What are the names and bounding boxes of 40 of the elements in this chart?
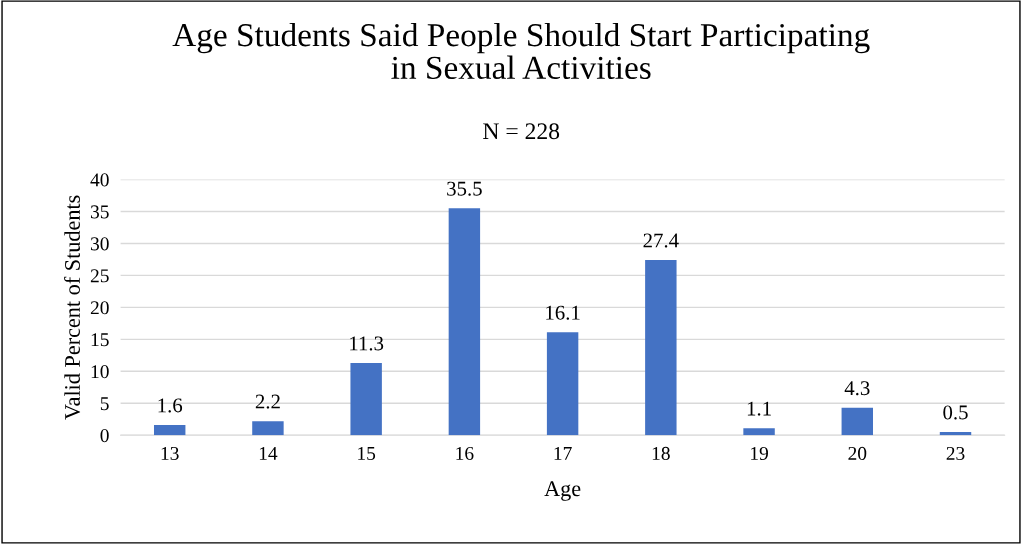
bar [939, 432, 972, 436]
bar [350, 362, 382, 436]
bar [252, 421, 284, 436]
x-tick-label: 20 [848, 446, 867, 460]
x-axis-title: Age [544, 481, 581, 501]
y-tick-label: 20 [90, 301, 109, 315]
data-label: 0.5 [943, 405, 968, 420]
y-tick-label: 25 [90, 269, 109, 283]
chart-title: Age Students Said People Should Start Participating in Sexual Activities [172, 22, 870, 80]
x-tick-label: 14 [259, 446, 278, 460]
x-tick-label: 23 [946, 446, 965, 460]
y-tick-label: 5 [100, 397, 109, 411]
y-axis-title: Valid Percent of Students [64, 195, 81, 420]
data-label: 2.2 [255, 394, 280, 409]
x-tick-label: 16 [456, 446, 474, 460]
y-tick-label: 10 [91, 365, 109, 379]
data-label: 1.6 [158, 398, 183, 413]
data-label: 4.3 [844, 381, 870, 396]
bar [645, 260, 677, 436]
bar [153, 424, 186, 436]
data-label: 27.4 [643, 233, 679, 248]
x-tick-label: 17 [554, 446, 572, 460]
data-label: 35.5 [447, 181, 482, 196]
y-tick-label: 40 [90, 173, 109, 187]
x-tick-label: 18 [652, 446, 670, 460]
x-tick-label: 19 [751, 446, 768, 460]
y-tick-label: 15 [91, 333, 109, 347]
data-label: 1.1 [747, 401, 771, 416]
y-tick-label: 0 [100, 429, 109, 443]
y-tick-label: 30 [90, 237, 109, 251]
bar [841, 407, 873, 436]
bar [743, 428, 775, 436]
bar [448, 208, 481, 436]
chart-subtitle: N = 228 [483, 123, 560, 140]
bar [546, 332, 579, 436]
y-tick-label: 35 [90, 205, 109, 219]
data-label: 16.1 [546, 305, 580, 320]
x-tick-label: 15 [358, 446, 376, 460]
data-label: 11.3 [350, 336, 384, 351]
x-tick-label: 13 [161, 446, 179, 460]
